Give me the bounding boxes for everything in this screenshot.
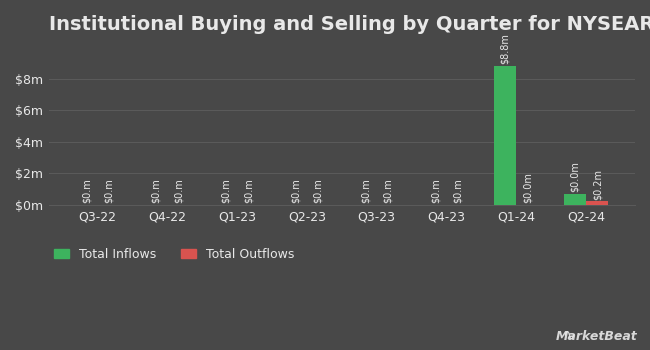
Legend: Total Inflows, Total Outflows: Total Inflows, Total Outflows: [49, 243, 299, 266]
Text: $0.m: $0.m: [452, 178, 463, 203]
Text: $0.m: $0.m: [361, 178, 370, 203]
Bar: [586, 202, 608, 205]
Text: $0.2m: $0.2m: [592, 169, 603, 199]
Text: $0.m: $0.m: [174, 178, 183, 203]
Text: $0.m: $0.m: [243, 178, 254, 203]
Text: Institutional Buying and Selling by Quarter for NYSEARCA:JANJ: Institutional Buying and Selling by Quar…: [49, 15, 650, 34]
Text: $0.m: $0.m: [430, 178, 440, 203]
Text: $8.8m: $8.8m: [500, 33, 510, 64]
Text: $0.m: $0.m: [383, 178, 393, 203]
Text: $0.m: $0.m: [291, 178, 301, 203]
Text: MarketBeat: MarketBeat: [555, 330, 637, 343]
Bar: [494, 66, 516, 205]
Text: $0.m: $0.m: [221, 178, 231, 203]
Bar: [564, 194, 586, 205]
Text: $0.0m: $0.0m: [523, 173, 532, 203]
Text: $0.m: $0.m: [104, 178, 114, 203]
Text: $0.0m: $0.0m: [570, 161, 580, 192]
Text: ∿: ∿: [562, 328, 575, 343]
Text: $0.m: $0.m: [81, 178, 92, 203]
Text: $0.m: $0.m: [151, 178, 161, 203]
Text: $0.m: $0.m: [313, 178, 323, 203]
